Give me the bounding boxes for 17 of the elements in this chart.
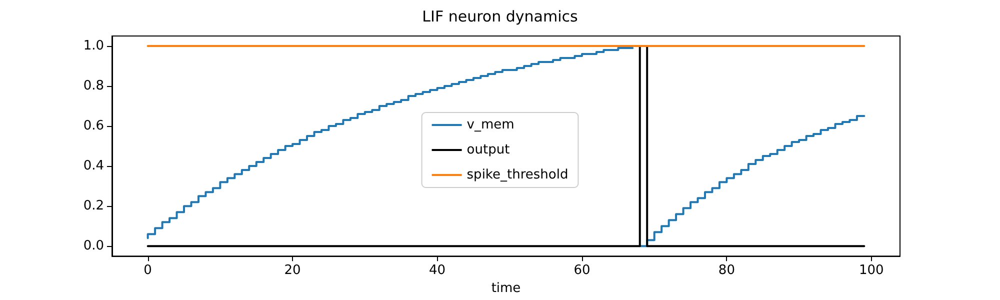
y-tick-label: 1.0 [83,38,104,54]
y-tick-label: 0.0 [83,238,104,254]
x-tick-label: 20 [284,263,301,278]
x-tick-label: 40 [428,263,446,278]
legend-label: v_mem [466,118,514,132]
x-tick-label: 80 [718,263,735,278]
x-tick-label: 100 [859,263,884,278]
x-tick-label: 0 [144,263,152,278]
x-axis-title: time [491,281,521,296]
y-tick-label: 0.6 [83,118,104,134]
legend-label: output [466,142,510,158]
y-tick-label: 0.2 [83,198,104,214]
y-tick-label: 0.4 [83,158,104,174]
chart-title: LIF neuron dynamics [422,8,578,26]
x-tick-label: 60 [574,263,590,278]
y-tick-label: 0.8 [83,78,104,94]
legend-label: spike_threshold [466,168,568,182]
